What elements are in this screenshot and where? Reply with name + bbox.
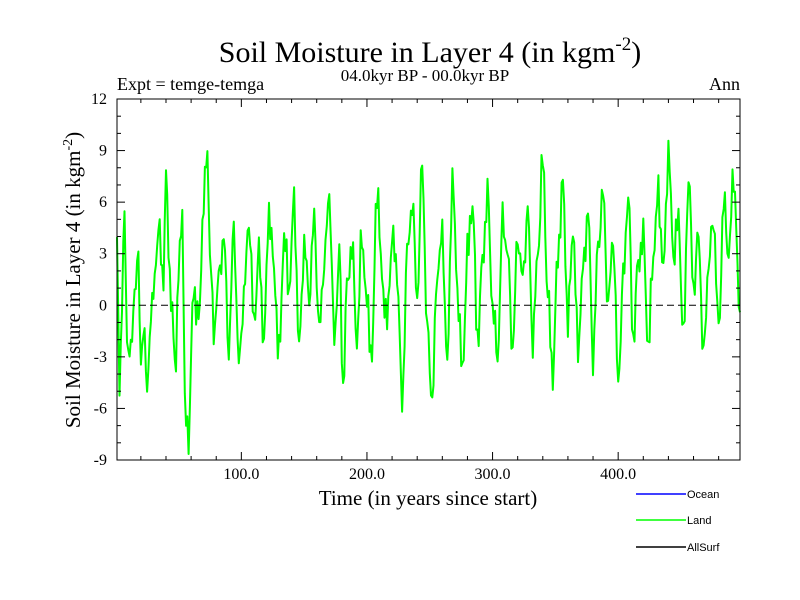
x-axis-label: Time (in years since start) xyxy=(319,486,538,510)
y-tick-label: -3 xyxy=(94,349,107,366)
y-axis-label-main: Soil Moisture in Layer 4 (in kgm xyxy=(61,151,85,429)
chart-title-exponent: -2 xyxy=(615,34,631,55)
y-tick-label: 9 xyxy=(99,143,107,160)
chart-subtitle: 04.0kyr BP - 00.0kyr BP xyxy=(341,66,509,85)
series-line-land xyxy=(116,139,741,455)
ticks-layer: 100.0 200.0 300.0 400.0 -9 -6 -3 0 3 6 9 12 xyxy=(91,91,740,483)
y-tick-label: 3 xyxy=(99,246,107,263)
legend-label-land: Land xyxy=(687,515,711,527)
chart-title-close: ) xyxy=(631,36,641,69)
y-axis-label-close: ) xyxy=(61,132,85,139)
y-tick-label: 12 xyxy=(91,91,107,108)
x-tick-label: 300.0 xyxy=(475,466,511,483)
x-tick-label: 200.0 xyxy=(349,466,385,483)
chart-title: Soil Moisture in Layer 4 (in kgm-2) xyxy=(219,34,641,69)
legend-label-allsurf: AllSurf xyxy=(687,542,720,554)
plot-frame xyxy=(116,98,741,461)
y-tick-label: -6 xyxy=(94,400,107,417)
x-tick-label: 100.0 xyxy=(223,466,259,483)
series-layer xyxy=(116,139,741,455)
season-label: Ann xyxy=(709,74,740,94)
y-axis-label-exponent: -2 xyxy=(61,139,76,151)
chart-title-main: Soil Moisture in Layer 4 (in kgm xyxy=(219,36,616,69)
x-tick-label: 400.0 xyxy=(600,466,636,483)
legend-label-ocean: Ocean xyxy=(687,489,719,501)
y-tick-label: -9 xyxy=(94,452,107,469)
legend: Ocean Land AllSurf xyxy=(636,489,720,554)
experiment-label: Expt = temge-temga xyxy=(117,74,264,94)
y-axis-label: Soil Moisture in Layer 4 (in kgm-2) xyxy=(61,132,85,428)
y-tick-label: 0 xyxy=(99,297,107,314)
y-tick-label: 6 xyxy=(99,194,107,211)
